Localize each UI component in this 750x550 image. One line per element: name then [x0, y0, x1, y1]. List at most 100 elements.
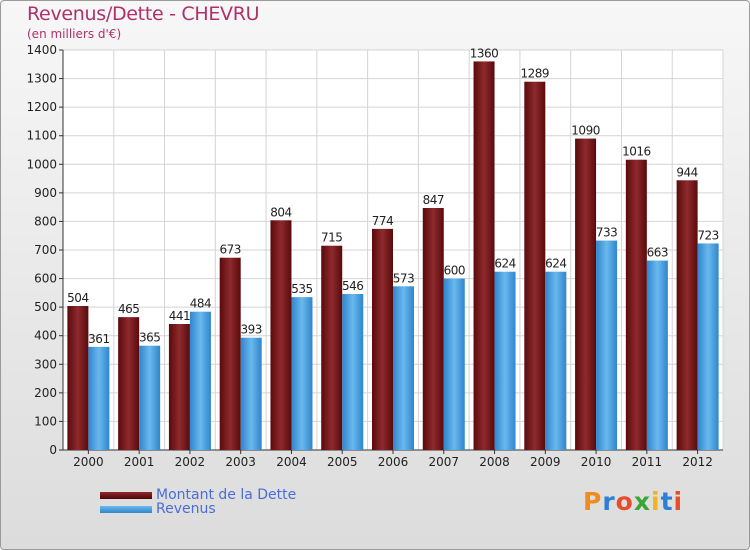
x-tick-label: 2002 [175, 455, 206, 469]
data-label: 715 [321, 231, 342, 245]
bar-revenus [545, 271, 567, 450]
data-label: 1090 [571, 124, 600, 138]
bar-debt [321, 245, 343, 450]
bar-debt [575, 138, 597, 451]
data-label: 535 [291, 282, 312, 296]
bar-revenus [443, 278, 465, 450]
bar-revenus [139, 345, 161, 450]
bar-debt [473, 61, 495, 451]
bar-debt [422, 208, 444, 450]
y-tick-label: 1200 [26, 100, 57, 114]
x-tick-label: 2008 [479, 455, 510, 469]
proxiti-logo: Proxiti [583, 487, 683, 516]
legend-label-revenus: Revenus [156, 501, 216, 517]
bar-revenus [494, 271, 516, 450]
x-tick-label: 2003 [225, 455, 256, 469]
bar-debt [676, 180, 698, 451]
data-label: 393 [240, 323, 261, 337]
bar-debt [219, 257, 241, 450]
logo-letter: r [602, 487, 616, 516]
logo-letter: P [583, 487, 603, 516]
bar-debt [168, 324, 190, 450]
x-tick-label: 2012 [682, 455, 713, 469]
data-label: 600 [444, 264, 465, 278]
data-label: 441 [169, 309, 190, 323]
legend-swatch-revenus [100, 505, 152, 513]
data-label: 804 [270, 205, 291, 219]
bar-debt [524, 81, 546, 450]
bar-debt [67, 306, 89, 450]
bar-revenus [342, 294, 364, 450]
axes: 0 100 200 300 400 500 600 700 800 900 1000 1100 1200… [26, 43, 723, 469]
legend-item-revenus: Revenus [100, 501, 216, 517]
bar-revenus [88, 346, 110, 450]
y-tick-label: 1400 [26, 43, 57, 57]
data-label: 465 [118, 302, 139, 316]
data-label: 361 [88, 332, 109, 346]
y-tick-label: 400 [34, 329, 57, 343]
y-tick-label: 1100 [26, 129, 57, 143]
data-label: 1016 [622, 145, 651, 159]
bar-revenus [291, 297, 313, 450]
y-tick-label: 600 [34, 272, 57, 286]
y-tick-label: 500 [34, 300, 57, 314]
logo-letter: i [673, 487, 684, 516]
data-label: 733 [596, 226, 617, 240]
data-label: 1289 [521, 67, 550, 81]
data-label: 663 [647, 246, 668, 260]
data-label: 723 [697, 228, 718, 242]
x-tick-label: 2007 [428, 455, 459, 469]
bars [67, 61, 719, 451]
logo-letter: i [651, 487, 661, 516]
data-label: 546 [342, 279, 363, 293]
bar-debt [372, 228, 393, 450]
x-tick-label: 2009 [530, 455, 561, 469]
bar-revenus [697, 243, 719, 450]
bar-revenus [393, 286, 414, 450]
x-tick-label: 2005 [327, 455, 358, 469]
data-label: 673 [219, 243, 240, 257]
data-label: 365 [139, 331, 160, 345]
data-label: 944 [676, 165, 697, 179]
bar-revenus [240, 337, 262, 450]
y-tick-label: 0 [49, 443, 57, 457]
y-tick-label: 1000 [26, 157, 57, 171]
y-tick-label: 300 [34, 357, 57, 371]
x-tick-label: 2011 [632, 455, 663, 469]
data-label: 847 [423, 193, 444, 207]
data-label: 573 [393, 271, 414, 285]
logo-letter: o [615, 487, 634, 516]
bar-revenus [646, 260, 668, 450]
x-tick-label: 2006 [378, 455, 409, 469]
y-tick-label: 200 [34, 386, 57, 400]
y-tick-label: 800 [34, 214, 57, 228]
data-label: 624 [494, 257, 515, 271]
legend-item-debt: Montant de la Dette [100, 487, 297, 503]
data-label: 1360 [470, 46, 499, 60]
data-label: 624 [545, 257, 566, 271]
logo-letter: t [660, 487, 674, 516]
data-label: 774 [372, 214, 393, 228]
chart-title: Revenus/Dette - CHEVRU [27, 3, 260, 25]
x-tick-label: 2000 [73, 455, 104, 469]
x-tick-label: 2010 [581, 455, 612, 469]
data-label: 484 [190, 297, 211, 311]
y-tick-label: 1300 [26, 72, 57, 86]
bar-revenus [189, 311, 211, 450]
bar-debt [270, 220, 292, 450]
x-tick-label: 2001 [124, 455, 155, 469]
legend-swatch-debt [100, 491, 152, 499]
y-tick-label: 900 [34, 186, 57, 200]
logo-letter: x [633, 487, 651, 516]
y-tick-label: 100 [34, 414, 57, 428]
bar-debt [625, 159, 647, 450]
data-label: 504 [67, 291, 88, 305]
bar-debt [118, 317, 140, 450]
x-tick-label: 2004 [276, 455, 307, 469]
chart-subtitle: (en milliers d'€) [27, 27, 122, 41]
bar-revenus [596, 240, 618, 450]
legend-label-debt: Montant de la Dette [156, 487, 297, 503]
y-tick-label: 700 [34, 243, 57, 257]
